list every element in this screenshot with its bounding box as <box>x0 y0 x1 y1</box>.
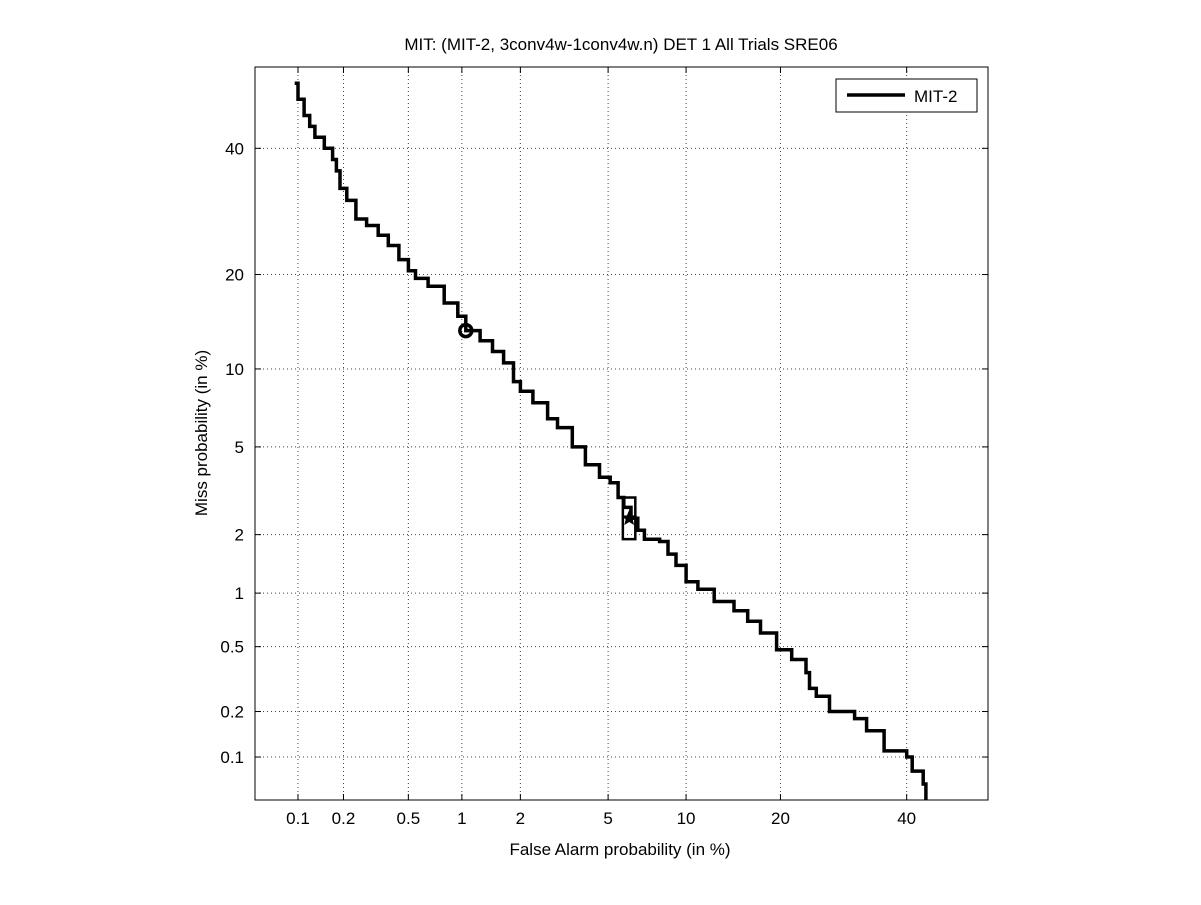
y-tick-label: 0.2 <box>220 703 244 722</box>
confidence-box-marker <box>621 496 637 541</box>
x-tick-label: 2 <box>516 809 525 828</box>
legend: MIT-2 <box>835 78 978 113</box>
x-axis-label: False Alarm probability (in %) <box>509 840 730 859</box>
det-curve-group <box>294 81 928 800</box>
x-tick-label: 20 <box>771 809 790 828</box>
x-tick-label: 40 <box>897 809 916 828</box>
y-tick-label: 2 <box>235 526 244 545</box>
y-tick-label: 10 <box>225 360 244 379</box>
legend-label-mit-2: MIT-2 <box>914 87 957 106</box>
axes-frame <box>254 66 989 801</box>
x-tick-label: 5 <box>603 809 612 828</box>
x-tick-labels: 0.1 0.2 0.5 1 2 5 10 20 40 <box>286 809 916 828</box>
y-tick-label: 20 <box>225 266 244 285</box>
chart-title: MIT: (MIT-2, 3conv4w-1conv4w.n) DET 1 Al… <box>404 35 837 54</box>
y-tick-label: 0.5 <box>220 638 244 657</box>
x-tick-label: 0.5 <box>397 809 421 828</box>
y-tick-label: 5 <box>235 438 244 457</box>
x-tick-label: 0.1 <box>286 809 310 828</box>
operating-point-markers <box>458 322 638 541</box>
x-tick-label: 10 <box>677 809 696 828</box>
det-curve-mit-2 <box>294 81 928 800</box>
tick-marks <box>255 67 988 800</box>
y-tick-labels: 0.1 0.2 0.5 1 2 5 10 20 40 <box>220 139 244 767</box>
y-axis-label: Miss probability (in %) <box>192 350 211 516</box>
y-tick-label: 0.1 <box>220 748 244 767</box>
x-tick-label: 0.2 <box>332 809 356 828</box>
x-tick-label: 1 <box>457 809 466 828</box>
y-tick-label: 40 <box>225 139 244 158</box>
y-tick-label: 1 <box>235 584 244 603</box>
min-dcf-circle-marker <box>458 322 474 339</box>
